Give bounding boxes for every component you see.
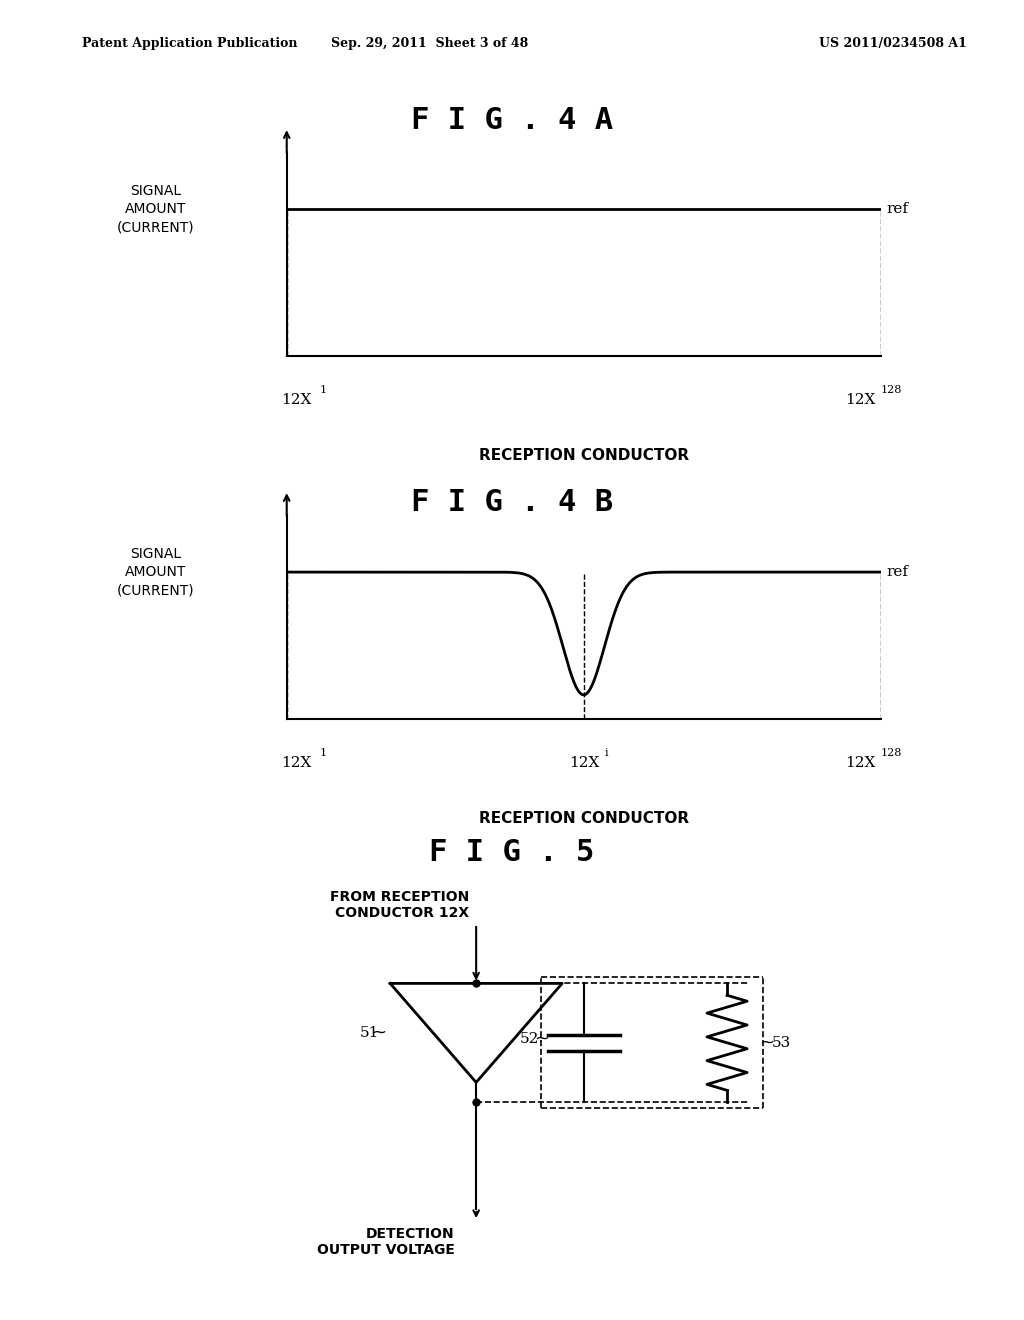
Text: 128: 128 <box>881 748 902 758</box>
Text: 12X: 12X <box>281 756 311 771</box>
Text: Patent Application Publication: Patent Application Publication <box>82 37 297 50</box>
Text: ~: ~ <box>535 1030 549 1048</box>
Text: FROM RECEPTION
CONDUCTOR 12X: FROM RECEPTION CONDUCTOR 12X <box>330 890 469 920</box>
Text: Sep. 29, 2011  Sheet 3 of 48: Sep. 29, 2011 Sheet 3 of 48 <box>332 37 528 50</box>
Text: 1: 1 <box>319 748 327 758</box>
Text: SIGNAL
AMOUNT
(CURRENT): SIGNAL AMOUNT (CURRENT) <box>117 546 195 598</box>
Text: i: i <box>604 748 608 758</box>
Text: DETECTION
OUTPUT VOLTAGE: DETECTION OUTPUT VOLTAGE <box>316 1228 455 1257</box>
Text: F I G . 4 A: F I G . 4 A <box>411 106 613 135</box>
Text: 12X: 12X <box>845 756 876 771</box>
Text: F I G . 5: F I G . 5 <box>429 838 595 867</box>
Text: US 2011/0234508 A1: US 2011/0234508 A1 <box>819 37 967 50</box>
Text: RECEPTION CONDUCTOR: RECEPTION CONDUCTOR <box>478 449 689 463</box>
Text: 53: 53 <box>771 1036 791 1049</box>
Text: SIGNAL
AMOUNT
(CURRENT): SIGNAL AMOUNT (CURRENT) <box>117 183 195 235</box>
Text: ~: ~ <box>372 1024 386 1041</box>
Text: 52: 52 <box>520 1032 540 1045</box>
Text: 12X: 12X <box>281 393 311 408</box>
Text: RECEPTION CONDUCTOR: RECEPTION CONDUCTOR <box>478 812 689 826</box>
Text: ~: ~ <box>759 1034 774 1052</box>
Text: 1: 1 <box>319 385 327 395</box>
Text: 12X: 12X <box>569 756 599 771</box>
Text: ref: ref <box>887 202 908 216</box>
Text: 51: 51 <box>360 1026 379 1040</box>
Text: ref: ref <box>887 565 908 579</box>
Text: 128: 128 <box>881 385 902 395</box>
Text: F I G . 4 B: F I G . 4 B <box>411 488 613 517</box>
Text: 12X: 12X <box>845 393 876 408</box>
